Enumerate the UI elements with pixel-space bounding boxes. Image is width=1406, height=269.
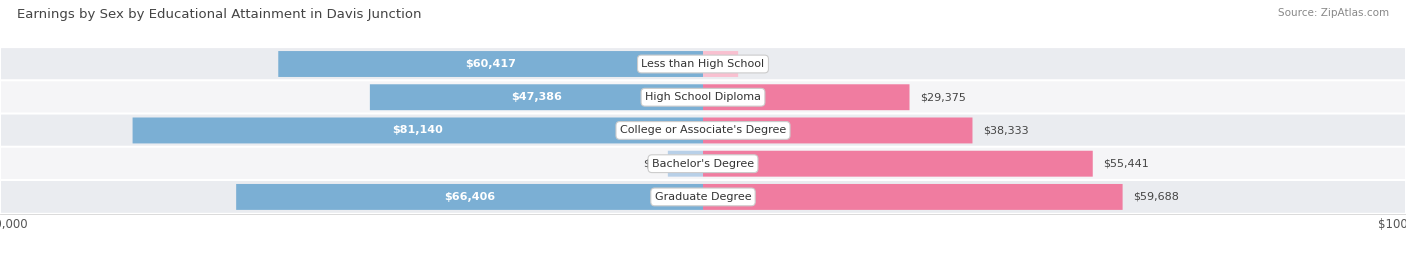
- FancyBboxPatch shape: [668, 151, 703, 177]
- FancyBboxPatch shape: [132, 118, 703, 143]
- FancyBboxPatch shape: [703, 118, 973, 143]
- Text: $0: $0: [749, 59, 762, 69]
- Text: $59,688: $59,688: [1133, 192, 1180, 202]
- Text: $38,333: $38,333: [983, 125, 1029, 136]
- Text: Graduate Degree: Graduate Degree: [655, 192, 751, 202]
- Text: $0: $0: [644, 159, 657, 169]
- Text: College or Associate's Degree: College or Associate's Degree: [620, 125, 786, 136]
- FancyBboxPatch shape: [703, 184, 1122, 210]
- Text: Source: ZipAtlas.com: Source: ZipAtlas.com: [1278, 8, 1389, 18]
- Text: $81,140: $81,140: [392, 125, 443, 136]
- FancyBboxPatch shape: [703, 84, 910, 110]
- Text: Earnings by Sex by Educational Attainment in Davis Junction: Earnings by Sex by Educational Attainmen…: [17, 8, 422, 21]
- Text: $29,375: $29,375: [920, 92, 966, 102]
- Text: High School Diploma: High School Diploma: [645, 92, 761, 102]
- FancyBboxPatch shape: [236, 184, 703, 210]
- FancyBboxPatch shape: [0, 114, 1406, 147]
- FancyBboxPatch shape: [0, 147, 1406, 181]
- FancyBboxPatch shape: [0, 47, 1406, 81]
- FancyBboxPatch shape: [0, 180, 1406, 214]
- FancyBboxPatch shape: [703, 151, 1092, 177]
- FancyBboxPatch shape: [278, 51, 703, 77]
- Text: $55,441: $55,441: [1104, 159, 1149, 169]
- Text: $60,417: $60,417: [465, 59, 516, 69]
- Text: $66,406: $66,406: [444, 192, 495, 202]
- Text: $47,386: $47,386: [510, 92, 562, 102]
- FancyBboxPatch shape: [370, 84, 703, 110]
- FancyBboxPatch shape: [703, 51, 738, 77]
- Text: Less than High School: Less than High School: [641, 59, 765, 69]
- FancyBboxPatch shape: [0, 80, 1406, 114]
- Text: Bachelor's Degree: Bachelor's Degree: [652, 159, 754, 169]
